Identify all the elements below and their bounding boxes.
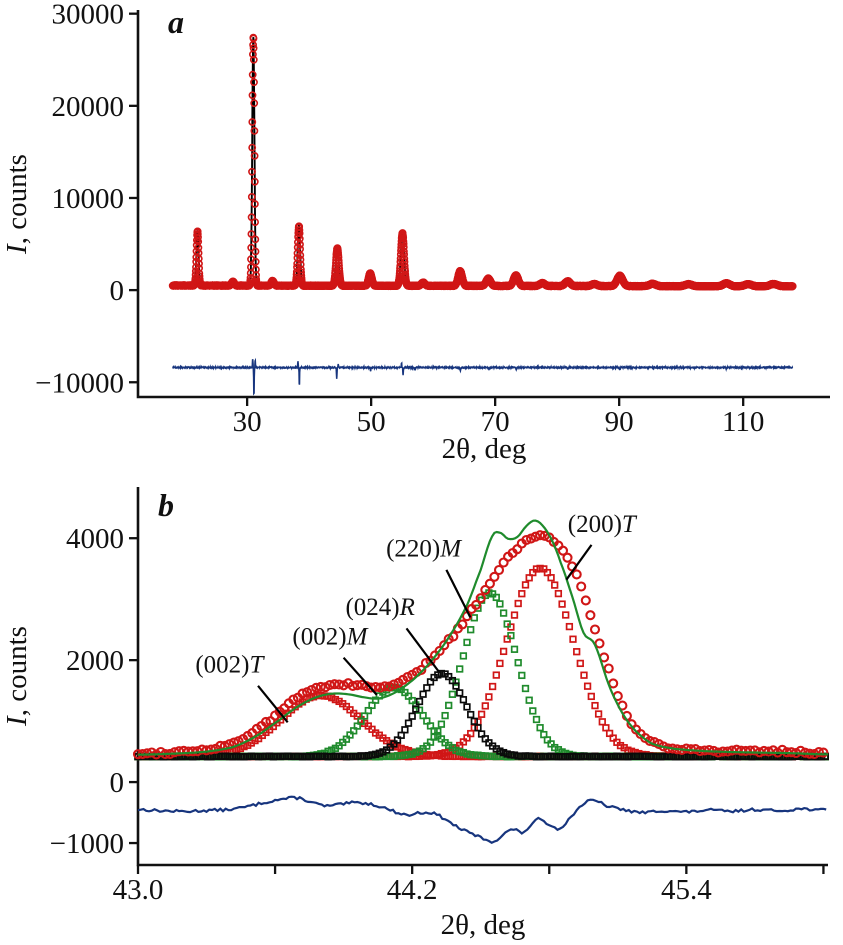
annotation-label: (002)T: [195, 651, 265, 678]
y-tick-label: 2000: [66, 645, 124, 677]
y-axis-label: I, counts: [1, 154, 33, 255]
panel-label-b: b: [158, 487, 174, 523]
annotation-200T: (200)T: [565, 511, 638, 581]
annotation-label: (220)M: [386, 536, 462, 563]
annotation-label: (024)R: [345, 594, 414, 621]
panel-a: 30 50 70 90 110 −10000 0 10000 20000 30000 2θ, deg…: [1, 0, 830, 465]
difference-line: [137, 795, 827, 844]
x-tick-label: 70: [481, 406, 510, 438]
calculated-line: [172, 37, 793, 288]
x-tick-label: 43.0: [113, 874, 164, 906]
annotation-leader-line: [445, 569, 472, 618]
y-tick-label: 0: [110, 767, 125, 799]
annotation-leader-line: [342, 656, 378, 696]
y-tick-label: −10000: [35, 367, 124, 399]
x-tick-label: 50: [357, 406, 386, 438]
annotation-leader-line: [565, 544, 593, 581]
x-tick-label: 45.4: [661, 874, 712, 906]
x-tick-label: 110: [722, 406, 764, 438]
annotation-220M: (220)M: [386, 536, 472, 618]
y-tick-label: 4000: [66, 523, 124, 555]
annotation-leader-line: [405, 627, 440, 672]
y-tick-label: 0: [110, 275, 125, 307]
y-axis-label: I, counts: [1, 626, 33, 727]
annotation-label: (200)T: [568, 511, 638, 538]
annotation-leader-line: [257, 685, 289, 723]
x-tick-label: 44.2: [387, 874, 438, 906]
difference-line: [172, 357, 794, 396]
panel-label-a: a: [168, 4, 184, 40]
y-tick-label: 10000: [52, 183, 125, 215]
annotation-label: (002)M: [292, 623, 368, 650]
calculated-line: [138, 519, 828, 756]
x-tick-label: 90: [605, 406, 634, 438]
panel-b: 43.0 44.2 45.4 −1000 0 2000 4000 2θ, deg I, coun…: [1, 487, 829, 941]
panel-a-axes: [129, 10, 830, 406]
x-tick-label: 30: [233, 406, 262, 438]
observed-series: [168, 33, 797, 291]
annotation-002T: (002)T: [195, 651, 289, 723]
y-tick-label: 30000: [52, 0, 125, 31]
x-axis-label: 2θ, deg: [441, 909, 526, 941]
x-axis-label: 2θ, deg: [442, 433, 527, 465]
annotation-002M: (002)M: [292, 623, 378, 696]
y-tick-label: 20000: [52, 91, 125, 123]
annotation-024R: (024)R: [345, 594, 440, 672]
axis-spines: [136, 10, 830, 399]
y-tick-label: −1000: [50, 828, 124, 860]
panel-b-axes: [129, 487, 828, 874]
